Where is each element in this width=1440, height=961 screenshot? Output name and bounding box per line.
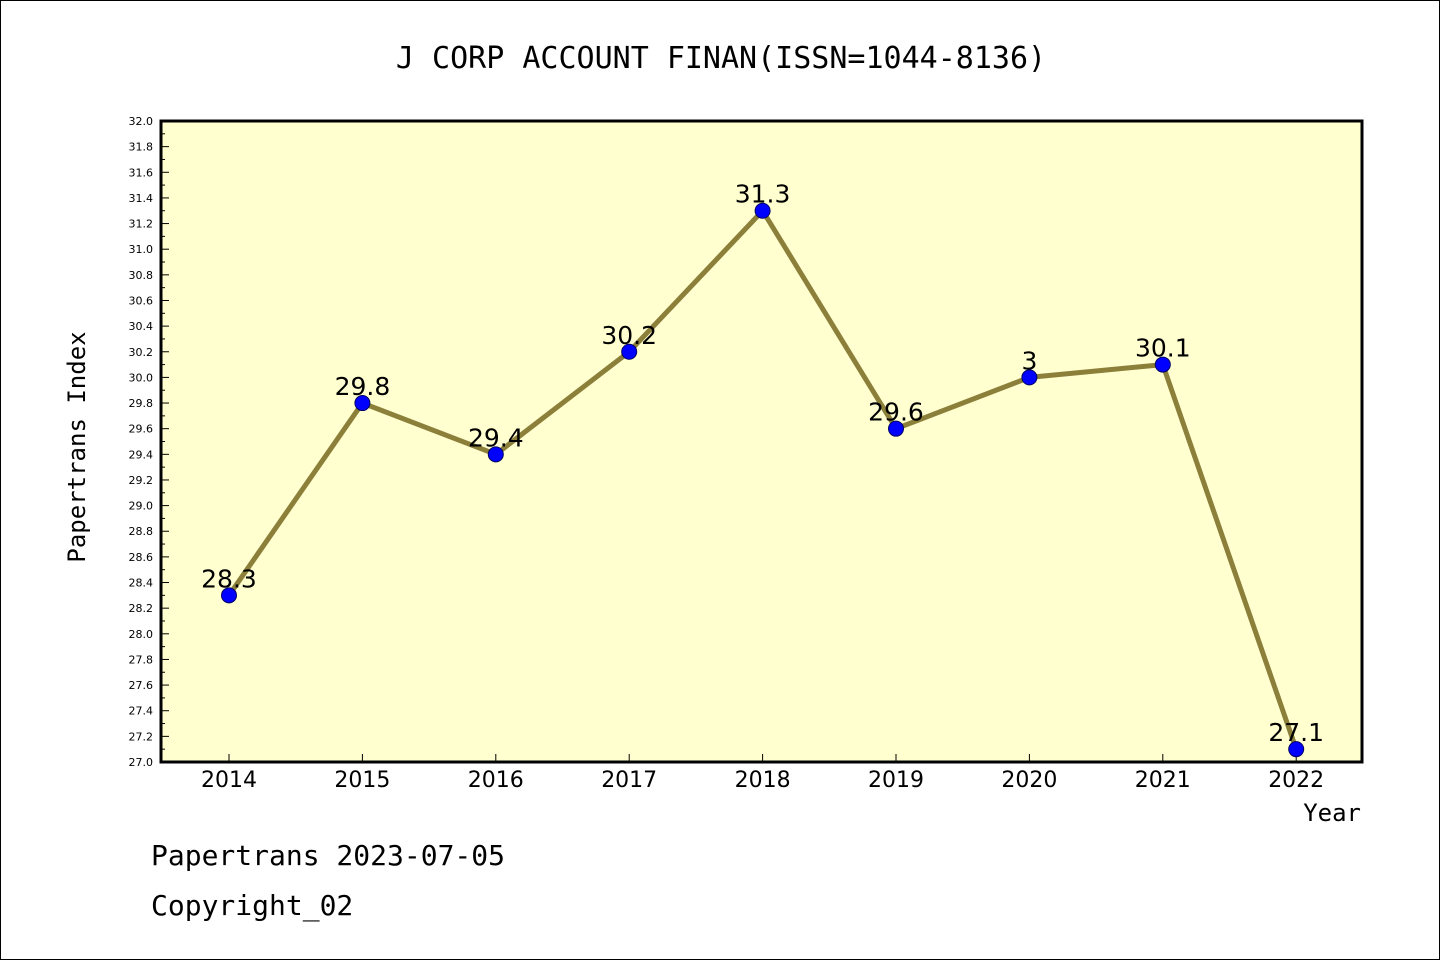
data-point-marker bbox=[221, 587, 237, 604]
y-axis: 27.0 27.2 27.4 27.6 27.8 28.0 28.2 28.4 28.6 28.8… bbox=[129, 115, 169, 769]
data-label: 30.2 bbox=[601, 321, 657, 350]
data-point-marker bbox=[621, 343, 638, 360]
footer-date: Papertrans 2023-07-05 bbox=[151, 839, 505, 872]
x-tick-label: 2018 bbox=[735, 768, 791, 793]
x-axis: 2014 2015 2016 2017 2018 2019 2020 2021 2022 bbox=[201, 754, 1324, 793]
x-tick-label: 2020 bbox=[1001, 768, 1057, 793]
y-tick-label: 29.8 bbox=[129, 397, 154, 410]
data-label: 29.4 bbox=[468, 423, 524, 452]
data-point-marker bbox=[1021, 369, 1038, 386]
y-tick-label: 30.0 bbox=[129, 371, 154, 384]
footer-copyright: Copyright_02 bbox=[151, 889, 353, 923]
data-point-marker bbox=[888, 420, 904, 437]
data-label: 27.1 bbox=[1268, 718, 1324, 747]
y-tick-label: 28.0 bbox=[129, 628, 154, 641]
y-tick-label: 28.4 bbox=[129, 577, 154, 590]
y-tick-label: 31.4 bbox=[129, 192, 154, 205]
y-tick-label: 32.0 bbox=[129, 115, 154, 128]
y-tick-label: 31.6 bbox=[129, 166, 154, 179]
y-tick-label: 27.2 bbox=[129, 730, 154, 743]
y-tick-label: 28.6 bbox=[129, 551, 154, 564]
data-labels: 28.3 29.8 29.4 30.2 31.3 29.6 3 30.1 27.1 bbox=[201, 180, 1324, 747]
y-tick-label: 27.4 bbox=[129, 705, 154, 718]
x-tick-label: 2015 bbox=[334, 768, 390, 793]
x-tick-label: 2019 bbox=[868, 768, 924, 793]
chart-title: J CORP ACCOUNT FINAN(ISSN=1044-8136) bbox=[396, 41, 1046, 76]
plot-area bbox=[159, 119, 1364, 764]
data-point-marker bbox=[487, 446, 504, 463]
x-tick-label: 2014 bbox=[201, 768, 257, 793]
y-tick-label: 30.8 bbox=[129, 269, 154, 282]
y-tick-label: 31.0 bbox=[129, 243, 154, 256]
x-axis-title: Year bbox=[1303, 799, 1361, 827]
x-tick-label: 2017 bbox=[601, 768, 657, 793]
y-tick-label: 31.2 bbox=[129, 218, 154, 231]
y-tick-label: 27.8 bbox=[129, 653, 154, 666]
y-tick-label: 27.0 bbox=[129, 756, 154, 769]
y-tick-label: 29.6 bbox=[129, 423, 154, 436]
data-point-marker bbox=[1154, 356, 1171, 373]
x-tick-label: 2021 bbox=[1135, 768, 1191, 793]
y-tick-label: 28.2 bbox=[129, 602, 154, 615]
x-tick-label: 2022 bbox=[1268, 768, 1324, 793]
y-tick-label: 29.4 bbox=[129, 448, 154, 461]
y-tick-label: 29.2 bbox=[129, 474, 154, 487]
series-markers bbox=[221, 202, 1305, 758]
data-label: 3 bbox=[1021, 346, 1037, 375]
data-point-marker bbox=[754, 202, 771, 219]
y-tick-label: 30.2 bbox=[129, 346, 154, 359]
y-tick-label: 31.8 bbox=[129, 141, 154, 154]
data-label: 29.6 bbox=[868, 398, 924, 427]
x-tick-label: 2016 bbox=[468, 768, 524, 793]
y-tick-label: 30.6 bbox=[129, 294, 154, 307]
y-tick-label: 27.6 bbox=[129, 679, 154, 692]
data-label: 31.3 bbox=[735, 180, 791, 209]
data-label: 28.3 bbox=[201, 564, 257, 593]
y-axis-title: Papertrans Index bbox=[63, 331, 91, 562]
data-label: 29.8 bbox=[335, 372, 391, 401]
y-tick-label: 30.4 bbox=[129, 320, 154, 333]
data-point-marker bbox=[354, 395, 371, 412]
data-point-marker bbox=[1288, 741, 1305, 758]
data-label: 30.1 bbox=[1135, 334, 1191, 363]
y-tick-label: 28.8 bbox=[129, 525, 154, 538]
y-tick-label: 29.0 bbox=[129, 500, 154, 513]
